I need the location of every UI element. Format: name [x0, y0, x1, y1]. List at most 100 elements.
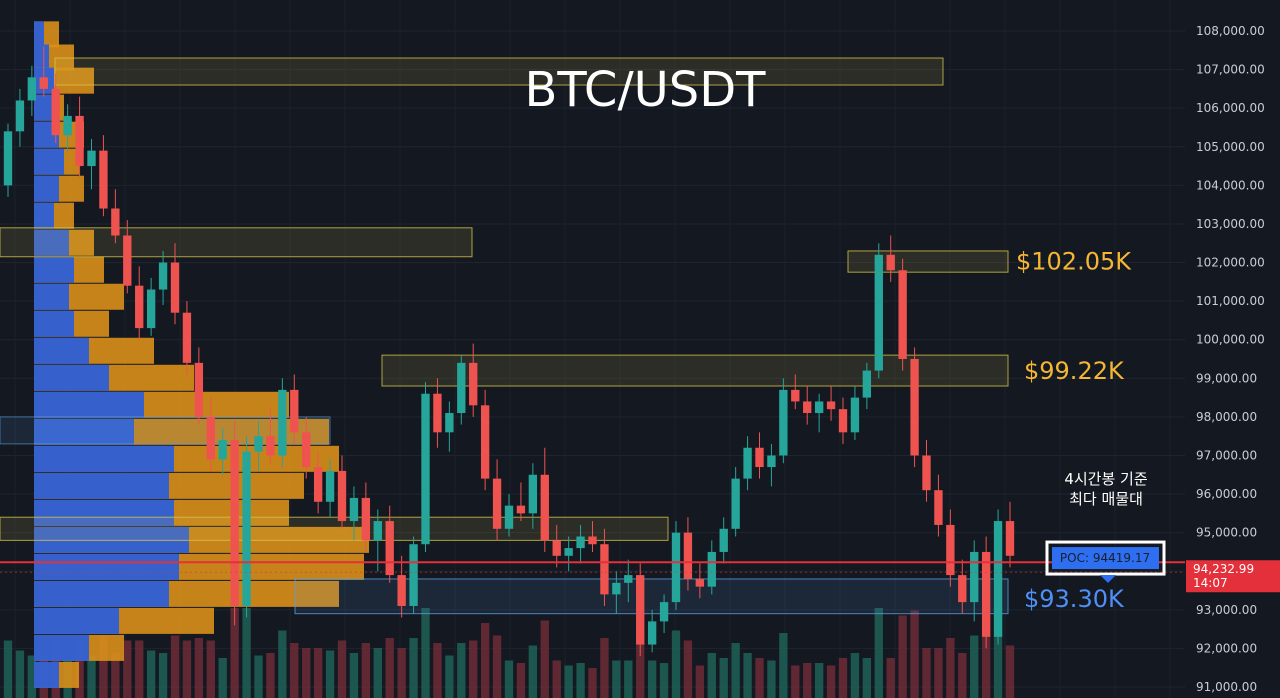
candle-body	[182, 312, 192, 363]
profile-bar-buy	[34, 445, 174, 472]
candle-body	[1005, 521, 1015, 556]
candle-body	[743, 447, 752, 479]
candle-body	[290, 389, 299, 433]
volume-bar	[158, 653, 168, 698]
last-price-value: 94,232.99	[1193, 562, 1254, 576]
profile-bar-buy	[34, 21, 44, 48]
profile-bar-buy	[34, 661, 59, 688]
last-price-countdown: 14:07	[1193, 576, 1228, 590]
volume-bar	[695, 665, 705, 698]
candle-body	[433, 393, 442, 433]
candle-body	[135, 285, 144, 329]
poc-box	[1052, 547, 1159, 570]
candle-body	[63, 115, 72, 136]
candle-body	[898, 270, 907, 359]
volume-bar	[278, 630, 287, 698]
volume-bar	[337, 640, 347, 698]
volume-bar	[445, 655, 454, 698]
zone-99k	[381, 354, 1009, 387]
volume-bar	[970, 635, 979, 698]
zone-layer	[0, 57, 1009, 615]
candle-body	[910, 359, 919, 456]
volume-bar	[385, 638, 394, 698]
candle-body	[337, 470, 347, 522]
profile-bar-buy	[34, 175, 59, 202]
profile-bar-buy	[34, 607, 119, 634]
volume-bar	[624, 660, 633, 698]
zone-95k	[0, 516, 669, 541]
volume-bar	[302, 648, 311, 698]
candle-body	[230, 440, 239, 606]
volume-bar	[755, 658, 764, 698]
volume-bar	[981, 615, 991, 698]
y-tick-label: 106,000.00	[1196, 101, 1265, 115]
candle-body	[874, 254, 883, 371]
candle-body	[397, 575, 406, 606]
candle-body	[158, 262, 168, 290]
volume-bar	[242, 608, 251, 698]
candle-body	[254, 436, 263, 452]
volume-bar	[659, 663, 669, 698]
candle-body	[564, 548, 573, 556]
volume-bar	[707, 653, 716, 698]
candle-body	[659, 602, 669, 622]
volume-bar	[313, 648, 323, 698]
candle-body	[647, 621, 657, 645]
volume-bar	[254, 655, 263, 698]
volume-bar	[576, 663, 585, 698]
candle-body	[886, 254, 895, 271]
candle-body	[170, 262, 180, 313]
volume-bar	[719, 658, 728, 698]
profile-bar-buy	[34, 337, 89, 364]
y-tick-label: 104,000.00	[1196, 178, 1265, 192]
volume-bar	[922, 648, 931, 698]
profile-bar-buy	[34, 634, 89, 661]
candle-body	[946, 524, 955, 576]
candle-body	[123, 235, 132, 286]
volume-bar	[194, 638, 204, 698]
last-price-tag[interactable]	[1186, 560, 1280, 593]
resistance-2-label: $99.22K	[1024, 357, 1125, 385]
volume-bar	[146, 650, 156, 698]
volume-bar	[266, 653, 275, 698]
candle-body	[39, 77, 48, 89]
volume-bar	[504, 660, 514, 698]
candle-body	[278, 389, 287, 456]
profile-bar-buy	[34, 283, 69, 310]
candle-body	[695, 578, 705, 587]
candle-body	[803, 401, 812, 414]
poc-label: POC: 94419.17	[1060, 551, 1150, 565]
candle-body	[922, 455, 931, 491]
volume-layer	[3, 608, 1015, 698]
volume-bar	[457, 643, 466, 698]
profile-bar-buy	[34, 364, 109, 391]
candle-body	[516, 505, 526, 514]
volume-bar	[433, 643, 442, 698]
candle-body	[194, 362, 204, 417]
candle-body	[457, 362, 466, 414]
candle-body	[492, 478, 502, 529]
candle-body	[266, 436, 275, 456]
candle-body	[958, 575, 967, 603]
poc-note-line: 4시간봉 기준	[1064, 470, 1148, 488]
volume-bar	[361, 643, 371, 698]
zone-97k	[0, 416, 331, 445]
price-axis[interactable]: 108,000.00 107,000.00 106,000.00 105,000.00…	[1186, 24, 1280, 694]
y-tick-label: 97,000.00	[1196, 448, 1257, 462]
y-tick-label: 102,000.00	[1196, 256, 1265, 270]
volume-bar	[492, 635, 502, 698]
volume-bar	[15, 650, 25, 698]
volume-bar	[826, 665, 836, 698]
candle-body	[409, 544, 418, 606]
candle-body	[313, 467, 323, 502]
volume-bar	[99, 635, 108, 698]
profile-bar-buy	[34, 148, 64, 175]
volume-bar	[767, 660, 776, 698]
volume-bar	[409, 638, 418, 698]
poc-note-line: 최다 매물대	[1069, 490, 1143, 508]
y-tick-label: 91,000.00	[1196, 680, 1257, 694]
volume-bar	[218, 658, 227, 698]
y-tick-label: 99,000.00	[1196, 371, 1257, 385]
candle-body	[719, 528, 728, 552]
